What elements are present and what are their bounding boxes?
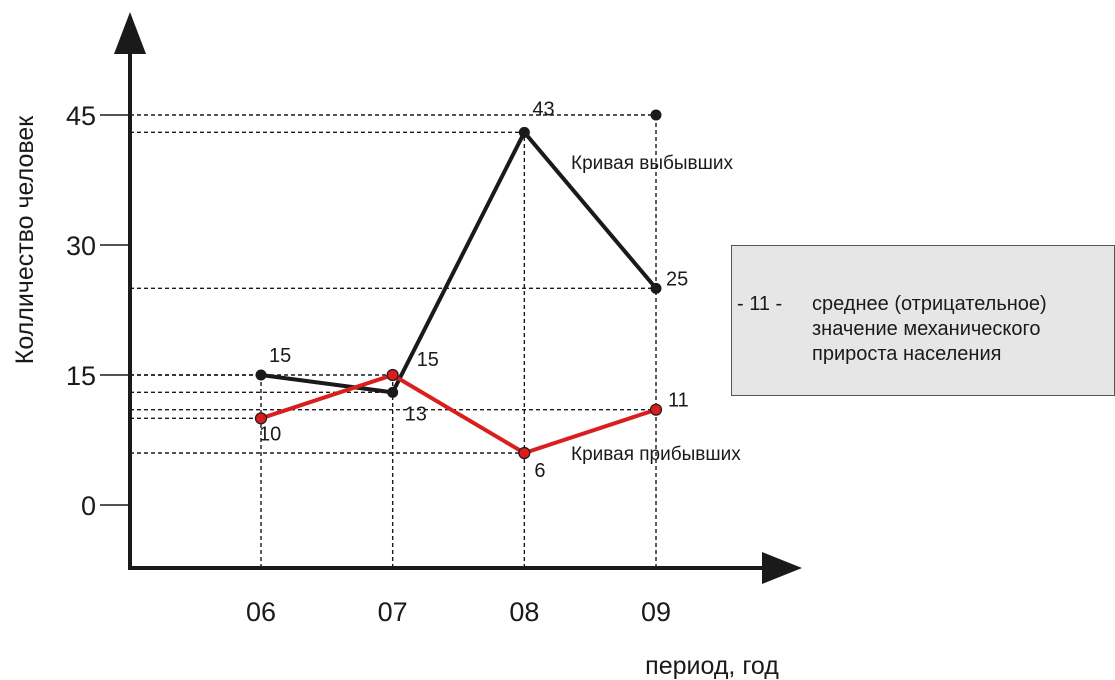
x-axis-arrow xyxy=(762,552,802,584)
x-tick-label: 09 xyxy=(641,597,671,627)
legend-marker: - 11 - xyxy=(737,293,783,315)
x-tick-label: 06 xyxy=(246,597,276,627)
data-label: 15 xyxy=(269,345,291,367)
data-point xyxy=(386,368,399,382)
y-tick-label: 0 xyxy=(81,491,96,521)
data-label: 25 xyxy=(666,268,688,290)
y-tick-label: 30 xyxy=(66,231,96,261)
legend-box: - 11 - среднее (отрицательное) значение … xyxy=(731,245,1115,396)
data-label: 10 xyxy=(259,423,281,445)
series-line xyxy=(260,130,658,395)
legend-line: среднее (отрицательное) xyxy=(812,293,1047,315)
data-point xyxy=(387,386,399,398)
series-label-arrived: Кривая прибывших xyxy=(571,444,741,465)
data-label: 6 xyxy=(534,460,545,482)
legend-line: прироста населения xyxy=(812,343,1002,365)
y-axis-arrow xyxy=(114,12,146,54)
data-labels: 15 13 43 25 10 15 6 11 xyxy=(259,98,689,482)
axes xyxy=(114,12,802,584)
x-tick-label: 07 xyxy=(378,597,408,627)
y-axis-label: Колличество человек xyxy=(11,115,39,365)
data-point xyxy=(650,282,662,294)
data-label: 13 xyxy=(405,403,427,425)
legend-line: значение механического xyxy=(812,318,1041,340)
data-point xyxy=(650,109,662,121)
data-point xyxy=(254,412,268,425)
x-axis-label: период, год xyxy=(645,652,779,680)
series-line xyxy=(260,373,657,455)
data-point xyxy=(518,126,530,138)
y-tick-label: 15 xyxy=(66,361,96,391)
data-point xyxy=(518,446,531,460)
data-label: 11 xyxy=(668,390,689,412)
x-ticks: 06 07 08 09 xyxy=(246,597,671,627)
series-layer xyxy=(254,109,663,460)
x-tick-label: 08 xyxy=(509,597,539,627)
y-ticks: 0 15 30 45 xyxy=(66,101,130,521)
series-label-departed: Кривая выбывших xyxy=(571,153,734,174)
data-point xyxy=(649,403,663,416)
y-tick-label: 45 xyxy=(66,101,96,131)
data-point xyxy=(255,369,267,381)
data-label: 43 xyxy=(532,98,554,120)
guide-lines xyxy=(130,114,657,568)
data-label: 15 xyxy=(417,349,439,371)
